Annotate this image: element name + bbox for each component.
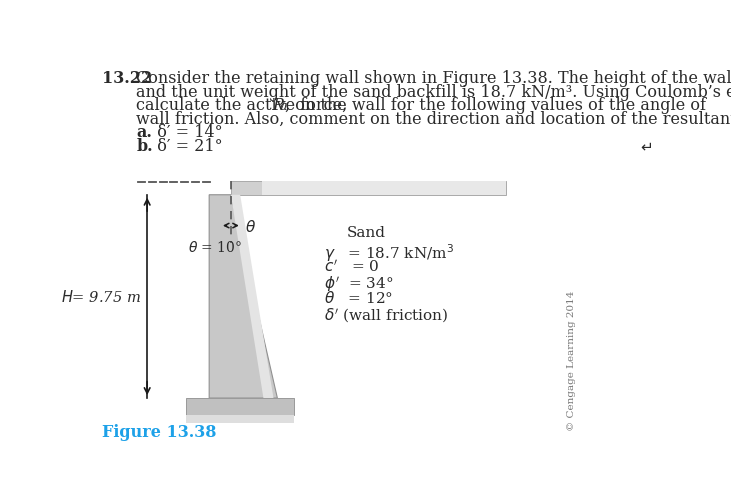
Text: δ′ = 21°: δ′ = 21° [147,137,223,154]
Polygon shape [262,181,506,195]
Text: © Cengage Learning 2014: © Cengage Learning 2014 [567,290,576,430]
Polygon shape [186,398,295,415]
Text: $\theta$: $\theta$ [245,218,256,234]
Text: $H$= 9.75 m: $H$= 9.75 m [61,289,141,305]
Polygon shape [209,195,277,398]
Polygon shape [231,195,273,398]
Text: $\gamma$   = 18.7 kN/m$^3$: $\gamma$ = 18.7 kN/m$^3$ [324,241,454,263]
Text: $\theta$   = 12°: $\theta$ = 12° [324,290,393,306]
Text: δ′ = 14°: δ′ = 14° [147,124,223,141]
Text: $\theta$ = 10°: $\theta$ = 10° [189,240,243,255]
Text: b.: b. [136,137,153,154]
Text: and the unit weight of the sand backfill is 18.7 kN/m³. Using Coulomb’s equation: and the unit weight of the sand backfill… [136,84,731,101]
Polygon shape [231,181,506,195]
Text: P: P [273,97,284,114]
Text: , on the wall for the following values of the angle of: , on the wall for the following values o… [285,97,706,114]
Text: $c'$   = 0: $c'$ = 0 [324,258,379,274]
Text: $\phi'$  = 34°: $\phi'$ = 34° [324,274,393,293]
Text: wall friction. Also, comment on the direction and location of the resultant.: wall friction. Also, comment on the dire… [136,110,731,127]
Text: ↵: ↵ [640,139,654,154]
Text: calculate the active force,: calculate the active force, [136,97,352,114]
Polygon shape [186,415,295,423]
Text: Consider the retaining wall shown in Figure 13.38. The height of the wall is 9.7: Consider the retaining wall shown in Fig… [136,70,731,87]
Text: $\delta'$ (wall friction): $\delta'$ (wall friction) [324,306,448,324]
Text: Sand: Sand [347,225,386,239]
Text: Figure 13.38: Figure 13.38 [102,423,216,440]
Text: 13.22: 13.22 [102,70,153,87]
Text: a.: a. [136,124,152,141]
Text: a: a [280,100,287,113]
